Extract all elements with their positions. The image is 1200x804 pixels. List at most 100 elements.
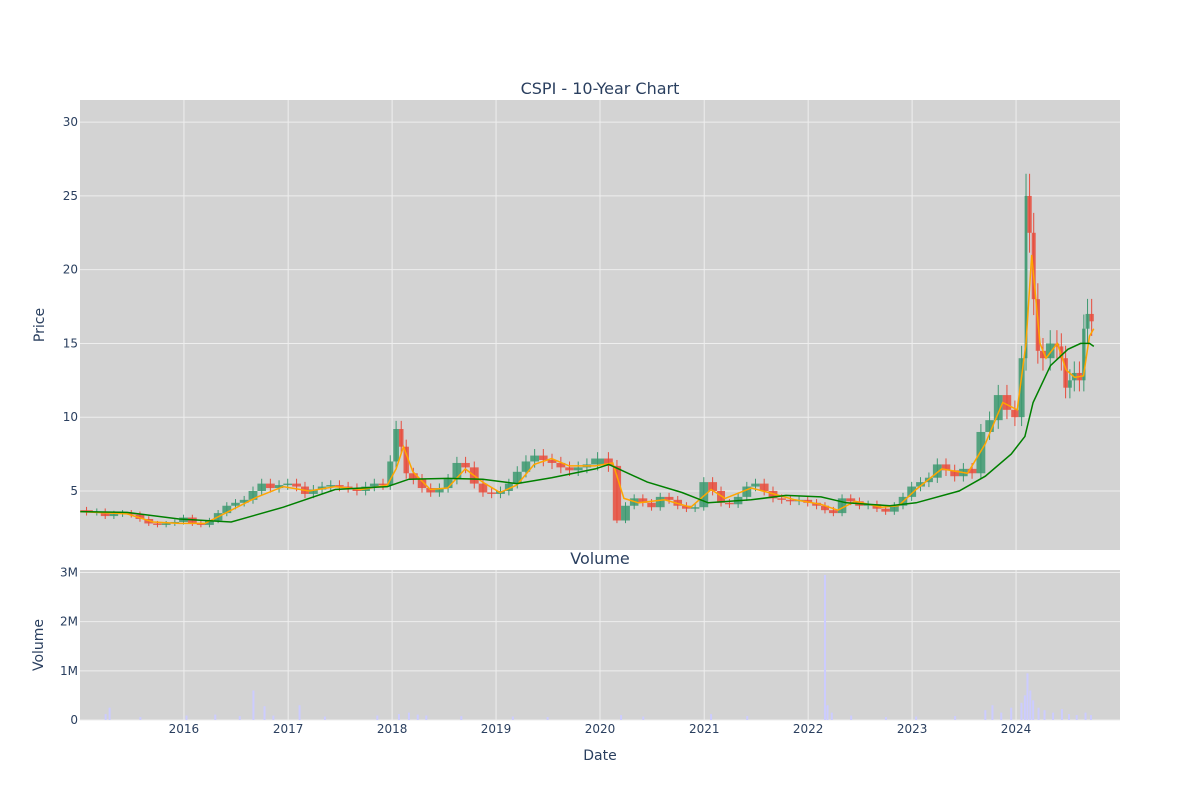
candle-body: [403, 446, 409, 474]
candle-body: [135, 514, 145, 520]
candle-body: [222, 505, 232, 514]
volume-bar: [323, 716, 326, 720]
candle-body: [907, 486, 917, 497]
date-axis-title: Date: [583, 748, 616, 764]
candle-body: [591, 458, 604, 465]
candle-body: [335, 485, 344, 487]
candle-body: [768, 490, 778, 499]
candle-body: [751, 483, 760, 487]
volume-bar: [214, 714, 217, 720]
candle-body: [621, 505, 630, 521]
candle-body: [283, 483, 293, 486]
candle-body: [378, 483, 388, 486]
x-tick-label: 2024: [1001, 722, 1032, 736]
volume-ticks: 0 1M 2M 3M: [60, 565, 78, 727]
volume-bar: [272, 715, 275, 720]
volume-bar: [1032, 700, 1035, 720]
candle-body: [530, 455, 540, 462]
candle-body: [717, 490, 726, 503]
volume-bar: [546, 717, 549, 720]
candle-body: [1085, 313, 1090, 329]
volume-bar: [1023, 695, 1026, 720]
candle-body: [655, 496, 665, 508]
candle-body: [317, 486, 327, 490]
candle-body: [1039, 350, 1046, 359]
candle-body: [274, 485, 284, 489]
candle-body: [837, 498, 847, 514]
volume-bar: [884, 717, 887, 720]
candle-body: [1027, 195, 1032, 233]
candle-body: [426, 488, 436, 493]
candle-body: [547, 460, 557, 463]
candle-body: [521, 461, 531, 472]
price-tick-label: 5: [70, 484, 78, 498]
volume-bar: [915, 716, 918, 720]
candle-body: [881, 508, 890, 512]
price-tick-label: 30: [63, 115, 78, 129]
candle-body: [785, 499, 795, 502]
volume-bar: [1052, 712, 1055, 720]
price-grid: [80, 100, 1120, 550]
volume-bar: [104, 714, 107, 720]
volume-bar: [238, 716, 241, 720]
volume-bar: [252, 690, 255, 720]
candle-body: [993, 395, 1003, 421]
candle-body: [612, 465, 622, 521]
price-tick-label: 15: [63, 336, 78, 350]
price-tick-label: 20: [63, 263, 78, 277]
volume-bar: [830, 712, 833, 720]
volume-bar: [425, 715, 428, 720]
volume-bar: [1084, 712, 1087, 720]
volume-bar: [620, 715, 623, 720]
candle-body: [1018, 358, 1025, 418]
volume-bar: [1020, 702, 1023, 720]
candle-body: [408, 473, 418, 480]
volume-bar: [407, 712, 410, 720]
ma-lines: [80, 254, 1095, 525]
ma-short-line: [80, 254, 1095, 525]
volume-bar: [826, 705, 829, 720]
chart-title: CSPI - 10-Year Chart: [521, 79, 680, 98]
candle-body: [512, 471, 522, 484]
candle-body: [889, 505, 899, 512]
candle-body: [205, 520, 214, 525]
volume-tick-label: 0: [70, 713, 78, 727]
candle-body: [292, 483, 301, 487]
candle-body: [1067, 380, 1072, 388]
candle-body: [504, 483, 513, 491]
candle-body: [265, 483, 275, 489]
candle-body: [638, 498, 648, 503]
x-tick-label: 2016: [169, 722, 200, 736]
candle-body: [126, 513, 136, 515]
volume-bar: [746, 716, 749, 720]
volume-tick-label: 3M: [60, 565, 78, 579]
candle-body: [326, 485, 336, 487]
volume-tick-label: 1M: [60, 664, 78, 678]
price-tick-label: 10: [63, 410, 78, 424]
candle-body: [109, 513, 119, 517]
candle-body: [664, 496, 674, 500]
candle-body: [846, 498, 856, 502]
candle-body: [196, 523, 206, 525]
volume-bar: [1089, 715, 1092, 720]
candle-body: [393, 429, 399, 462]
price-tick-label: 25: [63, 189, 78, 203]
x-tick-label: 2018: [377, 722, 408, 736]
x-tick-label: 2019: [481, 722, 512, 736]
volume-bar: [397, 714, 400, 720]
candle-body: [565, 467, 574, 471]
volume-bars: [104, 574, 1092, 720]
x-ticks: 2016 2017 2018 2019 2020 2021 2022 2023 2024: [169, 722, 1032, 736]
candle-body: [452, 462, 462, 480]
candle-body: [1059, 346, 1064, 359]
x-tick-label: 2023: [897, 722, 928, 736]
volume-bar: [460, 716, 463, 720]
volume-bar: [823, 574, 826, 720]
candle-body: [725, 502, 734, 505]
x-tick-label: 2020: [585, 722, 616, 736]
x-tick-label: 2017: [273, 722, 304, 736]
volume-bar: [1037, 707, 1040, 720]
candle-body: [1024, 195, 1028, 359]
candle-body: [153, 523, 162, 525]
volume-bar: [1000, 712, 1003, 720]
